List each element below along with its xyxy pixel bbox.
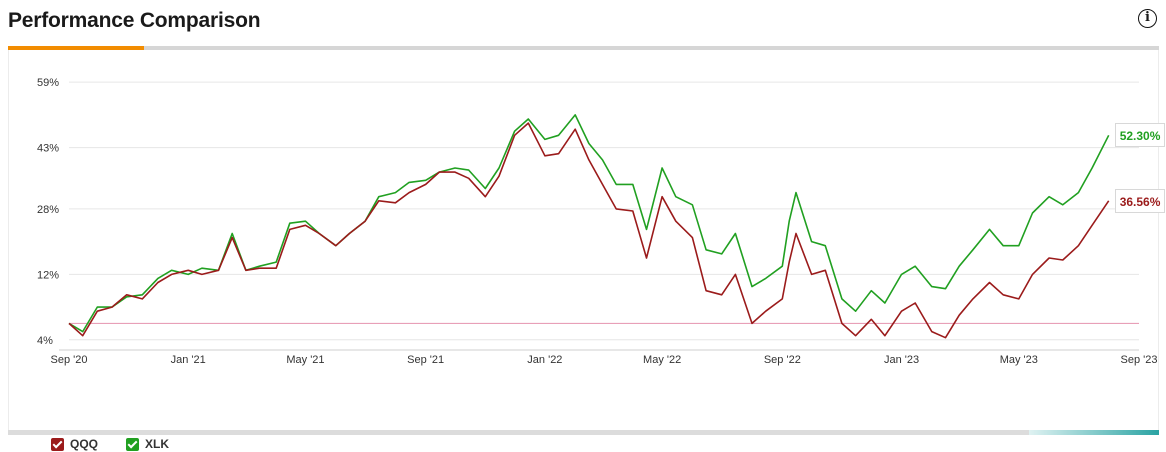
- qqq-end-value-label: 36.56%: [1114, 188, 1166, 213]
- x-tick-label: May '22: [643, 354, 681, 366]
- tab-active-indicator: [8, 46, 144, 50]
- bottom-bar: [8, 430, 1159, 435]
- y-tick-label: 28%: [37, 204, 59, 216]
- chart-header: Performance Comparison i: [0, 0, 1166, 46]
- legend-label: QQQ: [70, 437, 99, 451]
- info-icon[interactable]: i: [1138, 9, 1157, 28]
- bottom-bar-accent: [1029, 430, 1159, 435]
- legend-item-xlk[interactable]: XLK: [126, 437, 169, 451]
- x-tick-label: May '23: [1000, 354, 1038, 366]
- x-tick-label: Jan '22: [527, 354, 562, 366]
- legend-label: XLK: [145, 437, 170, 451]
- qqq-series-line: [68, 122, 1110, 339]
- x-tick-label: Sep '20: [51, 354, 88, 366]
- y-tick-label: 43%: [37, 143, 59, 155]
- x-tick-label: Sep '23: [1121, 354, 1158, 366]
- x-tick-label: Jan '21: [171, 354, 206, 366]
- y-tick-label: 12%: [37, 269, 59, 281]
- x-tick-label: Jan '23: [884, 354, 919, 366]
- y-tick-label: 59%: [37, 77, 59, 89]
- x-tick-label: May '21: [286, 354, 324, 366]
- xlk-end-value-label: 52.30%: [1114, 123, 1166, 148]
- legend-item-qqq[interactable]: QQQ: [51, 437, 98, 451]
- chart-panel: 59% 43% 28% 12% 4% Sep '20 Jan '21 May '21 Sep '…: [8, 50, 1166, 451]
- y-tick-label: 4%: [37, 335, 53, 347]
- tab-bar: [8, 46, 1159, 50]
- checkbox-icon[interactable]: [51, 437, 64, 451]
- performance-chart: 59% 43% 28% 12% 4% Sep '20 Jan '21 May '21 Sep '…: [37, 77, 1158, 366]
- chart-legend: QQQ XLK: [51, 436, 197, 452]
- x-tick-label: Sep '21: [407, 354, 444, 366]
- page-title: Performance Comparison: [8, 9, 261, 32]
- checkbox-icon[interactable]: [126, 437, 140, 451]
- x-tick-label: Sep '22: [764, 354, 801, 366]
